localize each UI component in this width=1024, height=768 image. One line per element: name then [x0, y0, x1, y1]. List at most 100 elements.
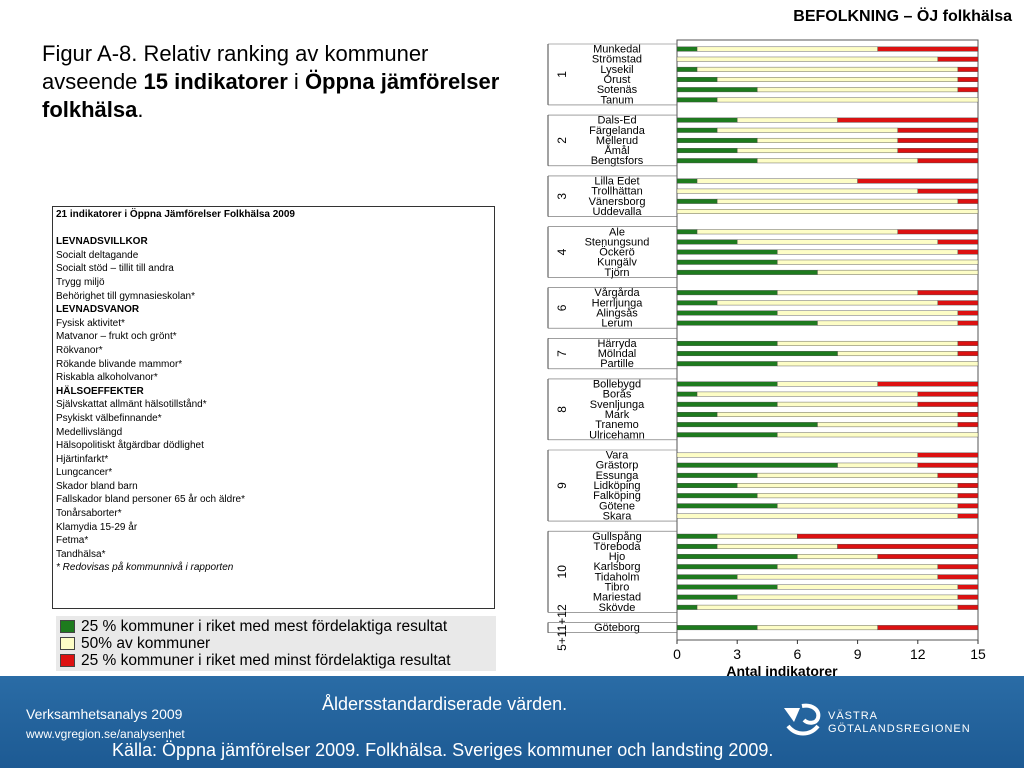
row-label: Åmål — [604, 144, 629, 157]
vgr-logo-icon — [784, 703, 821, 736]
row-label: Lysekil — [600, 64, 633, 76]
row-label: Hjo — [609, 551, 626, 563]
row-label: Grästorp — [596, 460, 639, 472]
group-label: 6 — [555, 304, 569, 311]
bar-segment — [676, 513, 959, 519]
group-label: 2 — [555, 137, 569, 144]
indicator-item: Hälsopolitiskt åtgärdbar dödlighet — [56, 440, 204, 452]
group-label: 8 — [555, 406, 569, 413]
figure-title-post: . — [137, 97, 144, 122]
bar-segment — [897, 137, 979, 143]
bar-segment — [676, 351, 838, 357]
bar-segment — [757, 472, 939, 478]
bar-segment — [897, 229, 979, 235]
indicator-item: Hjärtinfarkt* — [56, 453, 109, 465]
legend-label: 25 % kommuner i riket med minst fördelak… — [81, 651, 451, 669]
bar-segment — [737, 594, 959, 600]
row-label: Karlsborg — [593, 561, 640, 573]
bar-segment — [737, 239, 939, 245]
bar-segment — [777, 503, 959, 509]
indicator-item: Självskattat allmänt hälsotillstånd* — [56, 399, 207, 411]
bar-segment — [937, 564, 979, 570]
legend-swatch — [60, 654, 75, 667]
bar-segment — [757, 493, 959, 499]
x-tick-label: 6 — [794, 646, 802, 662]
bar-segment — [696, 391, 918, 397]
bar-segment — [676, 432, 778, 438]
row-label: Tidaholm — [595, 571, 640, 583]
bar-segment — [837, 462, 918, 468]
bar-segment — [737, 574, 939, 580]
bar-segment — [777, 361, 979, 367]
row-label: Tranemo — [595, 419, 639, 431]
indicator-item: Tandhälsa* — [56, 548, 106, 560]
bar-segment — [777, 401, 918, 407]
bar-segment — [937, 239, 979, 245]
bar-segment — [877, 625, 979, 631]
indicator-item: Socialt stöd – tillit till andra — [56, 263, 174, 275]
row-label: Mellerud — [596, 135, 638, 147]
bar-segment — [777, 432, 979, 438]
indicator-item: Lungcancer* — [56, 467, 113, 479]
bar-segment — [957, 604, 979, 610]
indicator-item: Klamydia 15-29 år — [56, 521, 138, 533]
bar-segment — [676, 148, 738, 154]
bar-segment — [777, 381, 878, 387]
footer-url[interactable]: www.vgregion.se/analysenhet — [26, 727, 185, 741]
bar-segment — [716, 77, 959, 82]
bar-segment — [676, 452, 919, 458]
indicator-item: Riskabla alkoholvanor* — [56, 372, 158, 384]
bar-segment — [696, 229, 898, 235]
bar-segment — [957, 198, 979, 204]
x-tick-label: 9 — [854, 646, 862, 662]
row-label: Mölndal — [598, 348, 637, 360]
row-label: Trollhättan — [591, 186, 643, 198]
bar-segment — [737, 148, 898, 154]
bar-segment — [676, 483, 738, 488]
bar-segment — [676, 239, 738, 245]
bar-segment — [957, 594, 979, 600]
group-label: 9 — [555, 482, 569, 489]
bar-segment — [957, 320, 979, 326]
bar-segment — [857, 178, 979, 184]
bar-segment — [676, 401, 778, 407]
bar-segment — [757, 625, 878, 631]
bar-segment — [817, 422, 959, 428]
ranking-chart: MunkedalStrömstadLysekilOrustSotenäsTanu… — [547, 39, 986, 676]
row-label: Öckerö — [599, 247, 634, 259]
bar-segment — [716, 198, 959, 204]
bar-segment — [716, 127, 898, 133]
bar-segment — [676, 46, 698, 52]
footer-source: Källa: Öppna jämförelser 2009. Folkhälsa… — [112, 740, 774, 760]
bar-segment — [696, 66, 959, 72]
legend-label: 50% av kommuner — [81, 634, 211, 652]
row-label: Tanum — [600, 94, 633, 106]
row-label: Tibro — [605, 582, 630, 594]
bar-segment — [676, 198, 718, 204]
row-label: Partille — [600, 358, 634, 370]
bar-segment — [877, 554, 979, 560]
bar-segment — [676, 66, 698, 72]
group-label: 4 — [555, 248, 569, 255]
indicator-item: Rökande blivande mammor* — [56, 358, 183, 370]
bar-segment — [676, 87, 758, 93]
row-label: Uddevalla — [593, 206, 643, 218]
bar-segment — [797, 554, 878, 560]
bar-segment — [676, 543, 718, 549]
row-label: Skara — [603, 510, 633, 522]
bar-segment — [957, 66, 979, 72]
row-label: Borås — [603, 389, 632, 401]
page-header: BEFOLKNING – ÖJ folkhälsa — [793, 8, 1012, 25]
bar-segment — [777, 310, 959, 316]
row-label: Lidköping — [593, 480, 640, 492]
bar-segment — [676, 381, 778, 387]
bar-segment — [917, 462, 979, 468]
row-label: Lerum — [601, 318, 632, 330]
indicator-item: * Redovisas på kommunnivå i rapporten — [56, 562, 234, 574]
bar-segment — [957, 513, 979, 519]
vgr-logo-line1: VÄSTRA — [828, 710, 879, 722]
x-tick-label: 12 — [910, 646, 926, 662]
group-label: 1 — [555, 71, 569, 78]
row-label: Falköping — [593, 490, 641, 502]
bar-segment — [676, 249, 778, 255]
